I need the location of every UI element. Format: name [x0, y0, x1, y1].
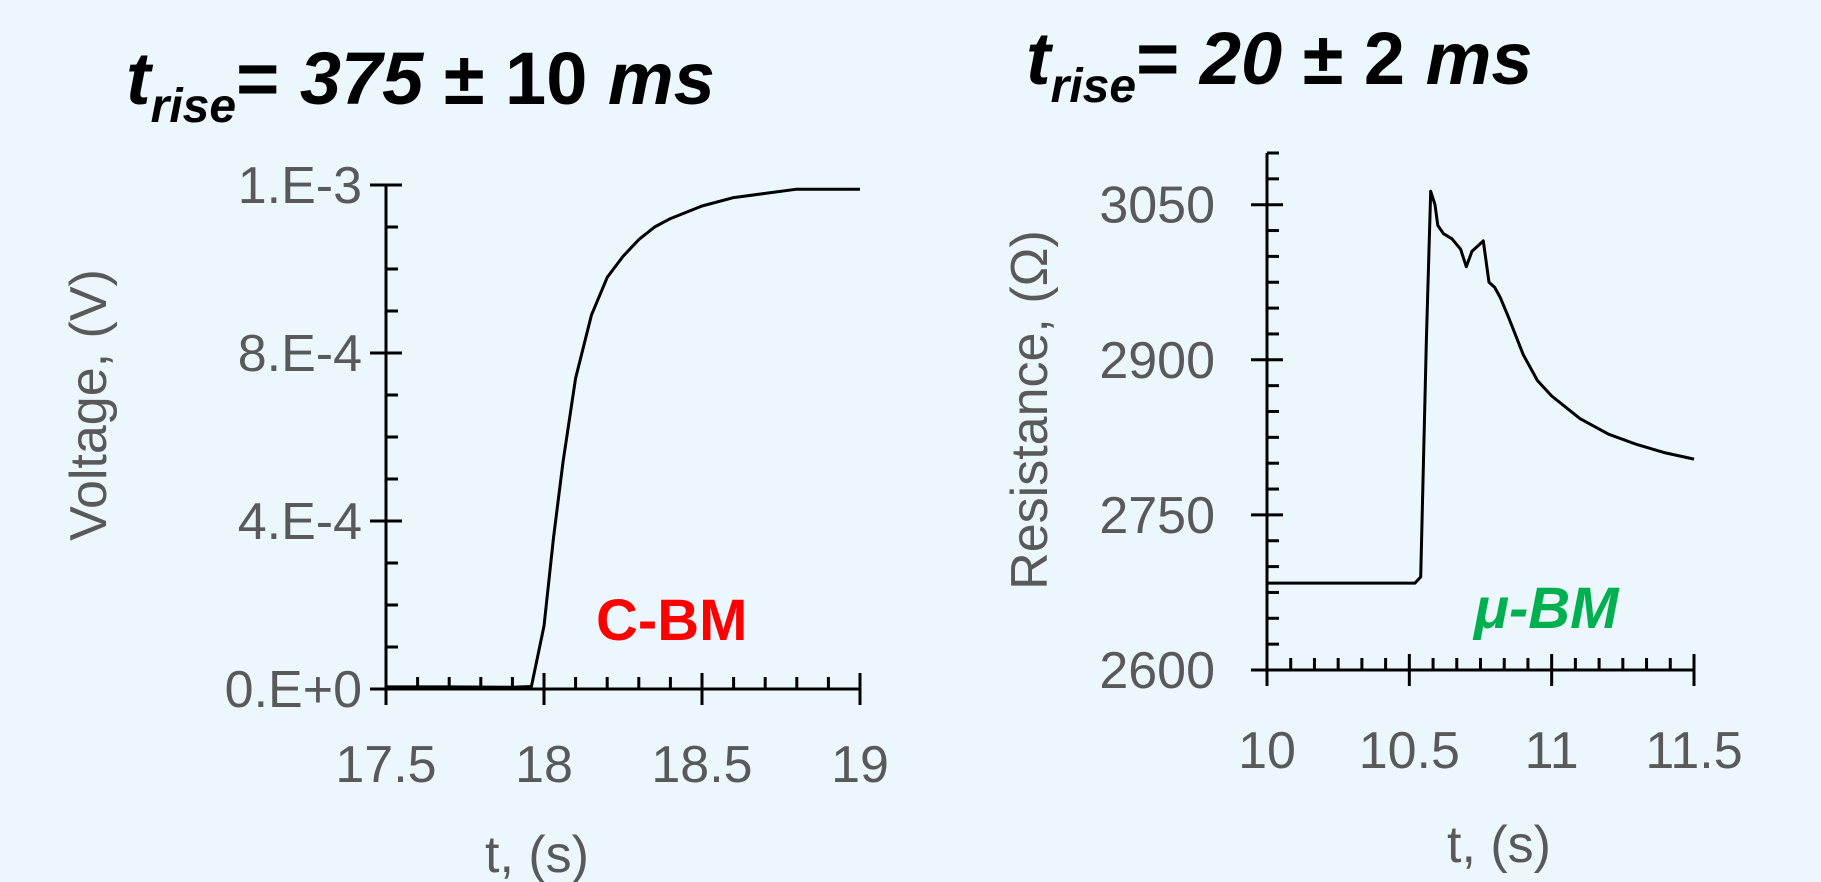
chart-cbm-y-tick-label: 0.E+0	[225, 661, 362, 719]
chart-cbm-annotation: C-BM	[596, 588, 747, 653]
chart-ubm-annotation: μ-BM	[1472, 576, 1620, 641]
chart-ubm-y-axis-title: Resistance, (Ω)	[1001, 230, 1059, 590]
chart-ubm-x-tick-label: 11.5	[1645, 722, 1742, 780]
chart-ubm-y-tick-label: 2600	[1099, 642, 1215, 700]
chart-cbm-title-eq: =	[236, 37, 300, 120]
chart-ubm-title-unit: ms	[1426, 17, 1533, 100]
chart-cbm-x-tick-label: 18.5	[651, 736, 752, 794]
chart-cbm: trise= 375 ± 10 ms 17.5 18 18.5 19 0.E+0 4.E-…	[60, 37, 889, 882]
chart-cbm-title-rest: ± 10	[423, 37, 608, 120]
chart-ubm-y-tick-label: 3050	[1099, 177, 1215, 235]
chart-ubm-title-prefix: t	[1026, 17, 1054, 100]
chart-ubm-x-tick-label: 10	[1238, 722, 1296, 780]
chart-cbm-x-axis-title: t, (s)	[485, 826, 589, 882]
chart-cbm-title-value: 375	[300, 37, 425, 120]
chart-cbm-y-tick-label: 8.E-4	[238, 325, 362, 383]
chart-ubm-y-tick-label: 2750	[1099, 487, 1215, 545]
chart-ubm-y-tick-label: 2900	[1099, 332, 1215, 390]
chart-ubm-title-sub: rise	[1051, 60, 1136, 113]
chart-ubm-title: trise= 20 ± 2 ms	[1026, 17, 1533, 113]
chart-ubm: trise= 20 ± 2 ms 10 10.5 11 11.5 2600 2750 290…	[1001, 17, 1743, 874]
chart-cbm-y-tick-label: 1.E-3	[238, 157, 362, 215]
chart-cbm-axes: 17.5 18 18.5 19 0.E+0 4.E-4 8.E-4 1.E-3	[225, 157, 889, 794]
chart-cbm-title-prefix: t	[126, 37, 154, 120]
chart-cbm-series-line	[386, 187, 860, 689]
chart-ubm-series-line	[1267, 189, 1695, 585]
chart-cbm-title-unit: ms	[608, 37, 715, 120]
chart-ubm-x-tick-label: 10.5	[1359, 722, 1460, 780]
chart-cbm-title: trise= 375 ± 10 ms	[126, 37, 715, 133]
chart-cbm-x-tick-label: 18	[515, 736, 573, 794]
chart-ubm-title-value: 20	[1198, 17, 1282, 100]
chart-cbm-y-tick-label: 4.E-4	[238, 493, 362, 551]
chart-ubm-title-rest: ± 2	[1282, 17, 1425, 100]
chart-cbm-title-sub: rise	[151, 80, 236, 133]
chart-cbm-x-tick-label: 19	[831, 736, 889, 794]
chart-cbm-y-axis-title: Voltage, (V)	[60, 269, 118, 541]
chart-ubm-x-tick-label: 11	[1525, 722, 1579, 780]
chart-cbm-x-tick-label: 17.5	[335, 736, 436, 794]
chart-ubm-title-eq: =	[1136, 17, 1200, 100]
chart-ubm-x-axis-title: t, (s)	[1447, 816, 1551, 874]
chart-ubm-axes: 10 10.5 11 11.5 2600 2750 2900 3050	[1099, 151, 1743, 780]
